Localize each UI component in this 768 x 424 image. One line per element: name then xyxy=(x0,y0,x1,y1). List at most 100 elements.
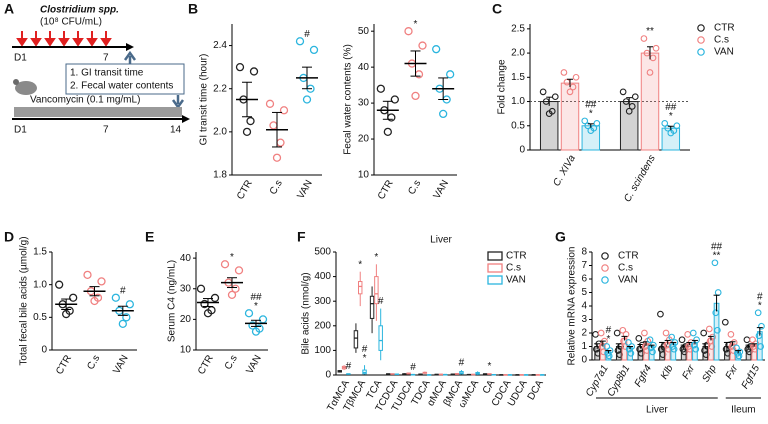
legend-label: VAN xyxy=(714,47,734,58)
data-point xyxy=(227,290,237,300)
significance-label: # xyxy=(362,344,368,355)
data-point xyxy=(390,95,399,104)
data-point xyxy=(652,44,660,52)
y-tick-label: 3 xyxy=(581,314,587,325)
day-label: 7 xyxy=(103,53,109,64)
data-point xyxy=(251,327,261,336)
significance-label: # xyxy=(410,362,416,373)
vancomycin-label: Vancomycin (0.1 mg/mL) xyxy=(30,95,140,106)
significance-label: ## xyxy=(665,102,677,113)
data-point xyxy=(279,106,289,115)
y-tick-label: 1.0 xyxy=(511,96,525,107)
data-point xyxy=(414,70,424,79)
y-tick-label: 20 xyxy=(358,134,370,145)
significance-label: * xyxy=(414,19,418,30)
significance-label: * xyxy=(669,111,673,122)
legend-swatch xyxy=(487,251,503,261)
box xyxy=(378,325,383,351)
data-point xyxy=(743,336,751,344)
data-point xyxy=(309,45,319,55)
data-point xyxy=(383,127,392,137)
data-point xyxy=(593,119,601,127)
y-axis-label: Relative mRNA expression xyxy=(567,247,578,366)
data-point xyxy=(302,95,312,104)
x-tick-label: CTR xyxy=(54,353,74,376)
data-point xyxy=(641,329,648,337)
significance-label: ** xyxy=(646,26,654,37)
significance-label: * xyxy=(363,353,367,364)
data-point xyxy=(276,138,285,147)
data-point xyxy=(125,300,134,309)
significance-label: # xyxy=(606,325,612,336)
data-point xyxy=(625,107,633,115)
data-point xyxy=(646,69,654,76)
y-tick-label: 0 xyxy=(581,355,587,366)
significance-label: * xyxy=(758,300,762,311)
legend-label: C.s xyxy=(506,263,521,274)
legend-label: VAN xyxy=(618,275,638,286)
y-tick-label: 1.5 xyxy=(33,247,47,258)
y-axis-label: GI transit time (hour) xyxy=(199,54,210,146)
y-tick-label: 1.5 xyxy=(511,72,525,83)
y-tick-label: 10 xyxy=(180,345,192,356)
data-point xyxy=(727,331,735,338)
data-point xyxy=(619,326,627,334)
data-point xyxy=(631,93,639,101)
legend-label: CTR xyxy=(618,251,639,262)
legend-label: C.s xyxy=(714,35,729,46)
data-point xyxy=(755,332,763,340)
data-point xyxy=(269,121,278,130)
y-tick-label: 1 xyxy=(581,341,587,352)
data-point xyxy=(605,352,613,360)
timeline-arrow xyxy=(182,115,190,123)
x-tick-label: VAN xyxy=(244,353,263,376)
x-tick-label: Fxr xyxy=(680,363,697,382)
y-tick-label: 0 xyxy=(325,370,331,381)
data-point xyxy=(722,345,730,353)
legend-swatch xyxy=(697,48,705,56)
data-point xyxy=(662,329,670,337)
significance-label: # xyxy=(304,29,310,40)
y-tick-label: 0 xyxy=(519,145,525,156)
x-tick-label: Shp xyxy=(700,363,719,384)
x-tick-label: CTR xyxy=(376,178,396,201)
x-tick-label: C. scindens xyxy=(622,153,658,204)
x-tick-label: C.s xyxy=(268,178,285,196)
data-point xyxy=(714,289,722,296)
y-tick-label: 0.5 xyxy=(33,312,47,323)
bar xyxy=(539,101,559,151)
y-tick-label: 2 xyxy=(581,328,587,339)
data-point xyxy=(640,35,648,42)
legend-swatch xyxy=(487,263,503,273)
legend-swatch xyxy=(697,24,705,32)
x-tick-label: Klb xyxy=(659,363,676,381)
data-point xyxy=(622,331,630,338)
data-point xyxy=(700,329,708,337)
data-point xyxy=(758,322,765,330)
data-point xyxy=(418,41,427,50)
data-point xyxy=(249,67,259,76)
y-tick-label: 1.8 xyxy=(213,170,227,181)
chart-title: Liver xyxy=(430,235,452,246)
gavage-arrows xyxy=(16,31,112,47)
significance-label: * xyxy=(589,109,593,120)
significance-label: # xyxy=(459,358,465,369)
data-point xyxy=(560,69,568,76)
y-tick-label: 500 xyxy=(314,247,331,258)
data-point xyxy=(265,99,275,108)
data-point xyxy=(376,84,385,93)
significance-label: * xyxy=(606,334,610,345)
y-tick-label: 8 xyxy=(581,247,587,258)
data-point xyxy=(635,335,643,342)
x-tick-label: VAN xyxy=(432,178,451,201)
x-tick-label: Fxr xyxy=(724,363,741,382)
y-axis-label: Fecal water contents (%) xyxy=(343,44,354,155)
data-point xyxy=(711,259,719,267)
mouse-ear xyxy=(13,79,19,85)
data-point xyxy=(572,73,580,81)
data-point xyxy=(246,116,255,126)
protocol-diagram: Clostridium spp. (10⁸ CFU/mL) D1 7 1. GI… xyxy=(12,5,190,136)
data-point xyxy=(690,341,698,349)
data-point xyxy=(231,284,240,293)
panel-label: E xyxy=(145,229,154,245)
